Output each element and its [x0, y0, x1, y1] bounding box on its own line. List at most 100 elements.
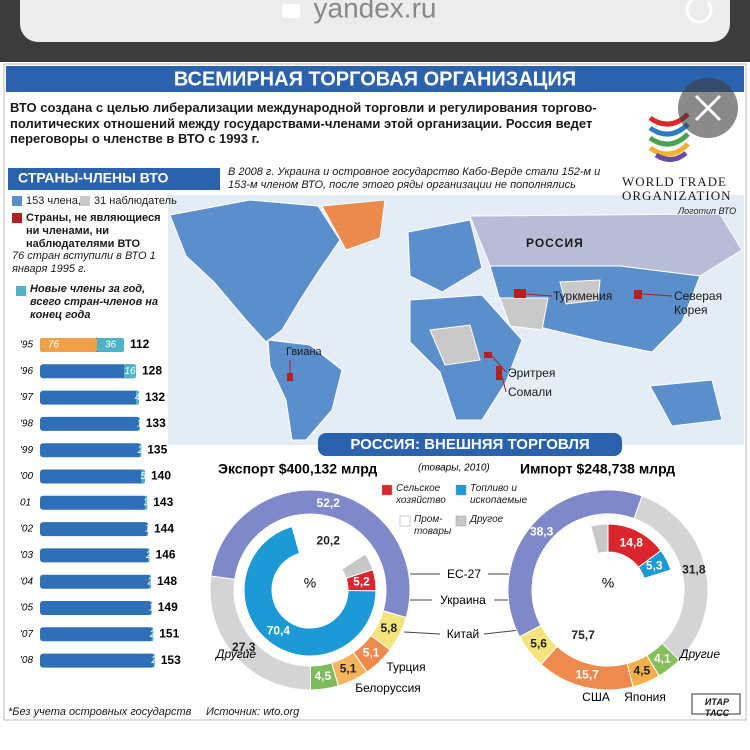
value-label: 70,4 [267, 623, 291, 637]
agency-logo [691, 693, 741, 715]
members-title-bar [8, 168, 220, 190]
total-bar [40, 548, 150, 563]
value-label: 31,8 [682, 563, 706, 577]
value-label: 1 [149, 603, 155, 614]
value-label: 3 [143, 497, 149, 508]
new-bar [124, 364, 136, 379]
value-label: 16 [124, 366, 136, 377]
category-label: Украина [440, 593, 486, 607]
new-bar [151, 627, 154, 642]
legend-label: Топливо и ископаемые [470, 483, 528, 506]
logo-text: ORGANIZATION [622, 188, 732, 203]
value-label: 5 [140, 471, 146, 482]
founding-label: 76 стран вступили в ВТО 1 января 1995 г. [12, 250, 156, 276]
y-tick-label: '03 [20, 550, 33, 561]
y-tick-label: 01 [20, 497, 31, 508]
value-label: 5,8 [381, 621, 398, 635]
value-label: 52,2 [317, 496, 341, 510]
value-label: 27,3 [232, 640, 256, 654]
y-tick-label: '99 [20, 445, 33, 456]
logo-caption: Логотип ВТО [678, 206, 737, 216]
donut-hole [286, 566, 334, 614]
value-label: 5,6 [530, 636, 547, 650]
total-bar [40, 416, 140, 431]
value-label: 5,1 [340, 661, 357, 675]
map-label: Сомали [508, 385, 552, 399]
inner-segment [590, 523, 609, 554]
value-label: 2 [137, 445, 144, 456]
legend-label: Новые члены за год, всего стран-членов н… [30, 283, 159, 322]
world-map [168, 195, 744, 445]
map-label: Туркмения [553, 289, 613, 303]
agency: ИТАР ТАСС [704, 697, 730, 718]
y-tick-label: '08 [20, 655, 33, 666]
legend-members: 153 члена, [26, 195, 81, 207]
category-label: Китай [447, 627, 479, 641]
map-label: Северая Корея [674, 289, 723, 318]
value-label: 5,1 [363, 645, 380, 659]
category-label: Турция [386, 660, 425, 674]
total-bar [40, 443, 142, 458]
legend-observers: 31 наблюдатель [94, 195, 177, 207]
value-label: 14,8 [620, 536, 644, 550]
logo-text: WORLD TRADE [622, 174, 728, 189]
value-label: 1 [137, 419, 143, 430]
new-bar [145, 495, 148, 510]
value-label: 4,1 [654, 651, 671, 665]
value-label: 38,3 [530, 524, 554, 538]
map-label: Гвиана [286, 346, 322, 358]
value-label: 36 [105, 340, 117, 351]
inner-segment [541, 525, 675, 657]
total-label: 140 [151, 469, 171, 483]
trade-title-bar [318, 433, 622, 456]
title: ВСЕМИРНАЯ ТОРГОВАЯ ОРГАНИЗАЦИЯ [174, 68, 576, 90]
legend-label: Пром-товары [414, 514, 452, 537]
close-icon [694, 94, 722, 122]
value-label: 15,7 [575, 668, 599, 682]
footer-note: *Без учета островных государств [8, 706, 192, 718]
total-label: 135 [147, 442, 167, 456]
legend-swatch [455, 484, 467, 496]
footer-source: Источник: wto.org [206, 706, 300, 718]
outer-segment [210, 489, 411, 619]
total-label: 128 [142, 363, 162, 377]
value-label: 2 [150, 655, 157, 666]
intro: ВТО создана с целью либерализации междун… [10, 100, 597, 147]
y-tick-label: '04 [20, 576, 33, 587]
y-tick-label: '05 [20, 603, 33, 614]
value-label: 76 [48, 340, 60, 351]
total-label: 112 [130, 337, 150, 351]
url-bar[interactable] [20, 0, 730, 42]
new-bar [139, 416, 140, 431]
reload-icon[interactable] [685, 0, 713, 24]
total-label: 149 [158, 600, 178, 614]
new-bar [148, 548, 150, 563]
total-label: 133 [146, 416, 166, 430]
legend-swatch [80, 196, 90, 206]
value-label: 1 [145, 524, 151, 535]
value-label: 20,2 [317, 533, 341, 547]
center-label: % [602, 575, 614, 591]
category-label: Белоруссия [355, 681, 421, 695]
map-label: Эритрея [508, 366, 556, 380]
new-bar [139, 443, 142, 458]
y-tick-label: '02 [20, 524, 33, 535]
total-bar [40, 601, 152, 615]
y-tick-label: '07 [20, 629, 33, 640]
trade-title: РОССИЯ: ВНЕШНЯЯ ТОРГОВЛЯ [350, 436, 589, 453]
total-bar [40, 574, 151, 589]
legend-label: Другое [470, 514, 504, 525]
total-bar [40, 627, 154, 642]
category-label: Япония [624, 690, 666, 704]
category-label: Другие [214, 647, 256, 661]
new-bar [136, 390, 139, 405]
subtitle: (товары, 2010) [418, 463, 490, 474]
value-label: 5,3 [646, 558, 663, 572]
members-title: СТРАНЫ-ЧЛЕНЫ ВТО [18, 170, 168, 186]
legend-swatch [399, 515, 411, 527]
new-bar [151, 601, 152, 615]
total-bar [40, 364, 136, 379]
center-label: % [304, 575, 316, 591]
